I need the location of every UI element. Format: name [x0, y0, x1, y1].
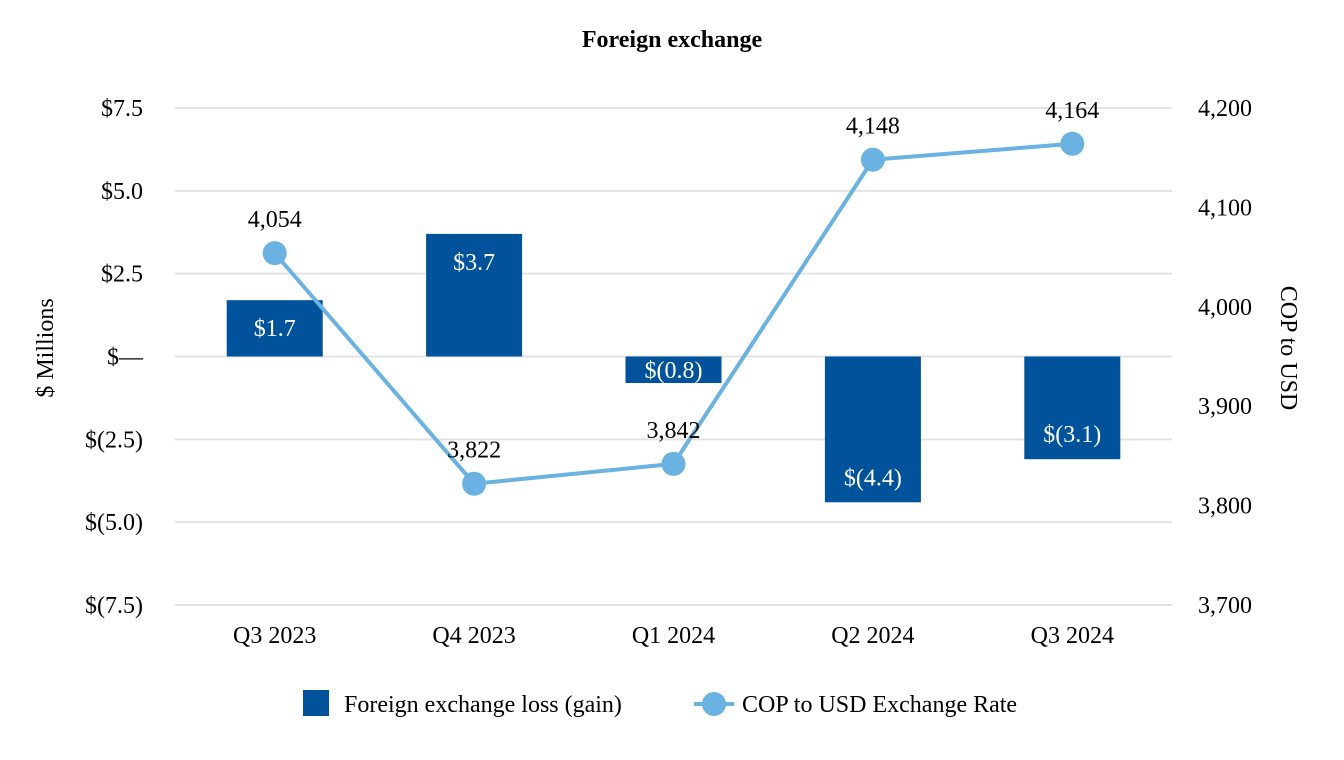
left-tick-label: $7.5 [101, 96, 143, 122]
legend-line-label: COP to USD Exchange Rate [742, 692, 1017, 718]
legend-bar-label: Foreign exchange loss (gain) [344, 692, 622, 718]
legend-line-marker [702, 692, 726, 716]
right-axis-label: COP to USD [1275, 286, 1301, 410]
right-tick-label: 4,200 [1198, 96, 1252, 122]
bar-data-label: $(3.1) [1043, 422, 1101, 448]
line-point [860, 147, 885, 172]
line-data-label: 4,164 [1045, 98, 1099, 124]
left-tick-label: $2.5 [101, 262, 143, 288]
bar-data-label: $3.7 [453, 250, 495, 276]
left-tick-label: $— [107, 345, 144, 371]
right-axis-ticks: 4,200 4,100 4,000 3,900 3,800 3,700 [1198, 96, 1252, 619]
line-data-label: 4,054 [248, 207, 302, 233]
bar [426, 233, 523, 357]
left-tick-label: $(7.5) [85, 593, 143, 619]
left-tick-label: $5.0 [101, 179, 143, 205]
left-tick-label: $(5.0) [85, 510, 143, 536]
x-tick-label: Q4 2023 [432, 623, 515, 649]
gridlines [175, 107, 1172, 606]
x-tick-label: Q1 2024 [632, 623, 715, 649]
chart-title: Foreign exchange [582, 27, 763, 53]
x-tick-label: Q3 2023 [233, 623, 316, 649]
right-tick-label: 4,100 [1198, 195, 1252, 221]
line-data-label: 4,148 [846, 114, 900, 140]
bar [226, 300, 323, 357]
line-data-label: 3,822 [447, 438, 501, 464]
bar-series: $1.7 $3.7 $(0.8) $(4.4) $(3.1) [226, 233, 1121, 503]
bar-data-label: $(0.8) [645, 358, 703, 384]
bar-data-label: $1.7 [254, 316, 296, 342]
x-tick-label: Q2 2024 [831, 623, 914, 649]
right-tick-label: 4,000 [1198, 295, 1252, 321]
line-point [661, 451, 686, 476]
right-tick-label: 3,700 [1198, 593, 1252, 619]
line-point [262, 241, 287, 266]
left-axis-ticks: $7.5 $5.0 $2.5 $— $(2.5) $(5.0) $(7.5) [85, 96, 144, 619]
line-data-label: 3,842 [647, 418, 701, 444]
left-tick-label: $(2.5) [85, 427, 143, 453]
x-tick-label: Q3 2024 [1031, 623, 1114, 649]
legend: Foreign exchange loss (gain) COP to USD … [303, 690, 1017, 718]
x-axis-ticks: Q3 2023 Q4 2023 Q1 2024 Q2 2024 Q3 2024 [233, 623, 1114, 649]
right-tick-label: 3,800 [1198, 494, 1252, 520]
bar [625, 356, 722, 384]
bar [824, 356, 921, 503]
line-series: 4,054 3,822 3,842 4,148 4,164 [248, 98, 1099, 496]
legend-bar-swatch [303, 690, 329, 716]
bar-data-label: $(4.4) [844, 465, 902, 491]
left-axis-label: $ Millions [33, 298, 59, 397]
line-point [1060, 131, 1085, 156]
bar [1024, 356, 1121, 460]
line-point [462, 471, 487, 496]
right-tick-label: 3,900 [1198, 394, 1252, 420]
